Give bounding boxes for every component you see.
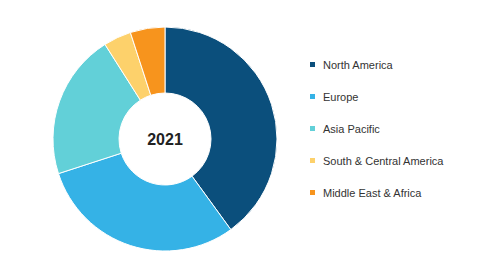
slice bbox=[130, 27, 165, 95]
center-title: 2021 bbox=[147, 131, 183, 148]
legend-label: Europe bbox=[323, 91, 358, 103]
legend-label: South & Central America bbox=[323, 155, 444, 167]
legend: North America Europe Asia Pacific South & C… bbox=[310, 59, 444, 199]
legend-label: North America bbox=[323, 59, 394, 71]
chart: 2021 North America Europe Asia Pacific South… bbox=[0, 0, 500, 264]
slices bbox=[53, 27, 277, 251]
legend-label: Asia Pacific bbox=[323, 123, 380, 135]
legend-swatch bbox=[310, 158, 315, 163]
legend-swatch bbox=[310, 126, 315, 131]
legend-swatch bbox=[310, 62, 315, 67]
slice bbox=[58, 153, 230, 251]
legend-swatch bbox=[310, 190, 315, 195]
legend-label: Middle East & Africa bbox=[323, 187, 422, 199]
legend-swatch bbox=[310, 94, 315, 99]
